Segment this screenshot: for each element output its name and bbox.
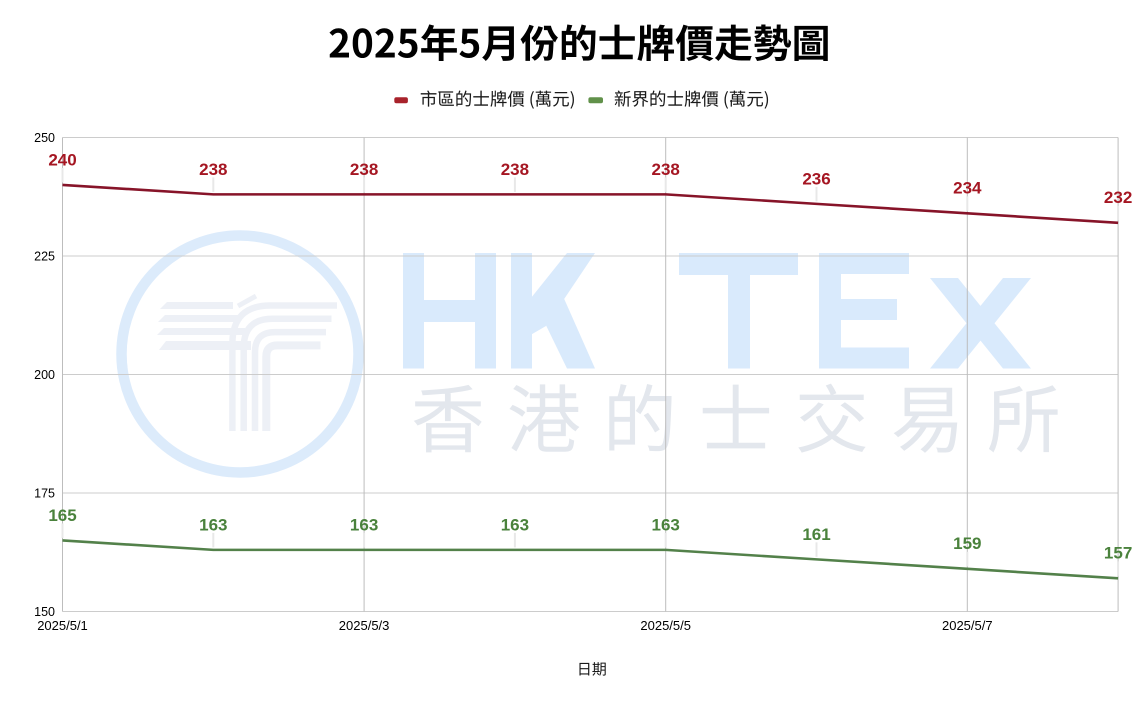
svg-text:163: 163 — [350, 515, 378, 534]
svg-text:175: 175 — [34, 486, 55, 500]
svg-text:2025/5/5: 2025/5/5 — [640, 618, 691, 633]
svg-text:161: 161 — [802, 525, 830, 544]
svg-text:225: 225 — [34, 249, 55, 263]
svg-text:232: 232 — [1104, 188, 1132, 207]
svg-text:159: 159 — [953, 534, 981, 553]
svg-text:200: 200 — [34, 368, 55, 382]
svg-text:150: 150 — [34, 605, 55, 619]
svg-text:238: 238 — [652, 160, 680, 179]
svg-text:2025/5/3: 2025/5/3 — [339, 618, 390, 633]
svg-text:234: 234 — [953, 179, 982, 198]
svg-text:163: 163 — [652, 515, 680, 534]
svg-text:240: 240 — [48, 150, 76, 169]
svg-text:165: 165 — [48, 506, 76, 525]
svg-text:250: 250 — [34, 131, 55, 145]
svg-text:2025/5/7: 2025/5/7 — [942, 618, 993, 633]
svg-text:236: 236 — [802, 169, 830, 188]
svg-text:238: 238 — [350, 160, 378, 179]
svg-text:157: 157 — [1104, 544, 1132, 563]
svg-text:238: 238 — [501, 160, 529, 179]
svg-text:2025/5/1: 2025/5/1 — [37, 618, 88, 633]
svg-text:163: 163 — [199, 515, 227, 534]
svg-text:163: 163 — [501, 515, 529, 534]
svg-text:238: 238 — [199, 160, 227, 179]
